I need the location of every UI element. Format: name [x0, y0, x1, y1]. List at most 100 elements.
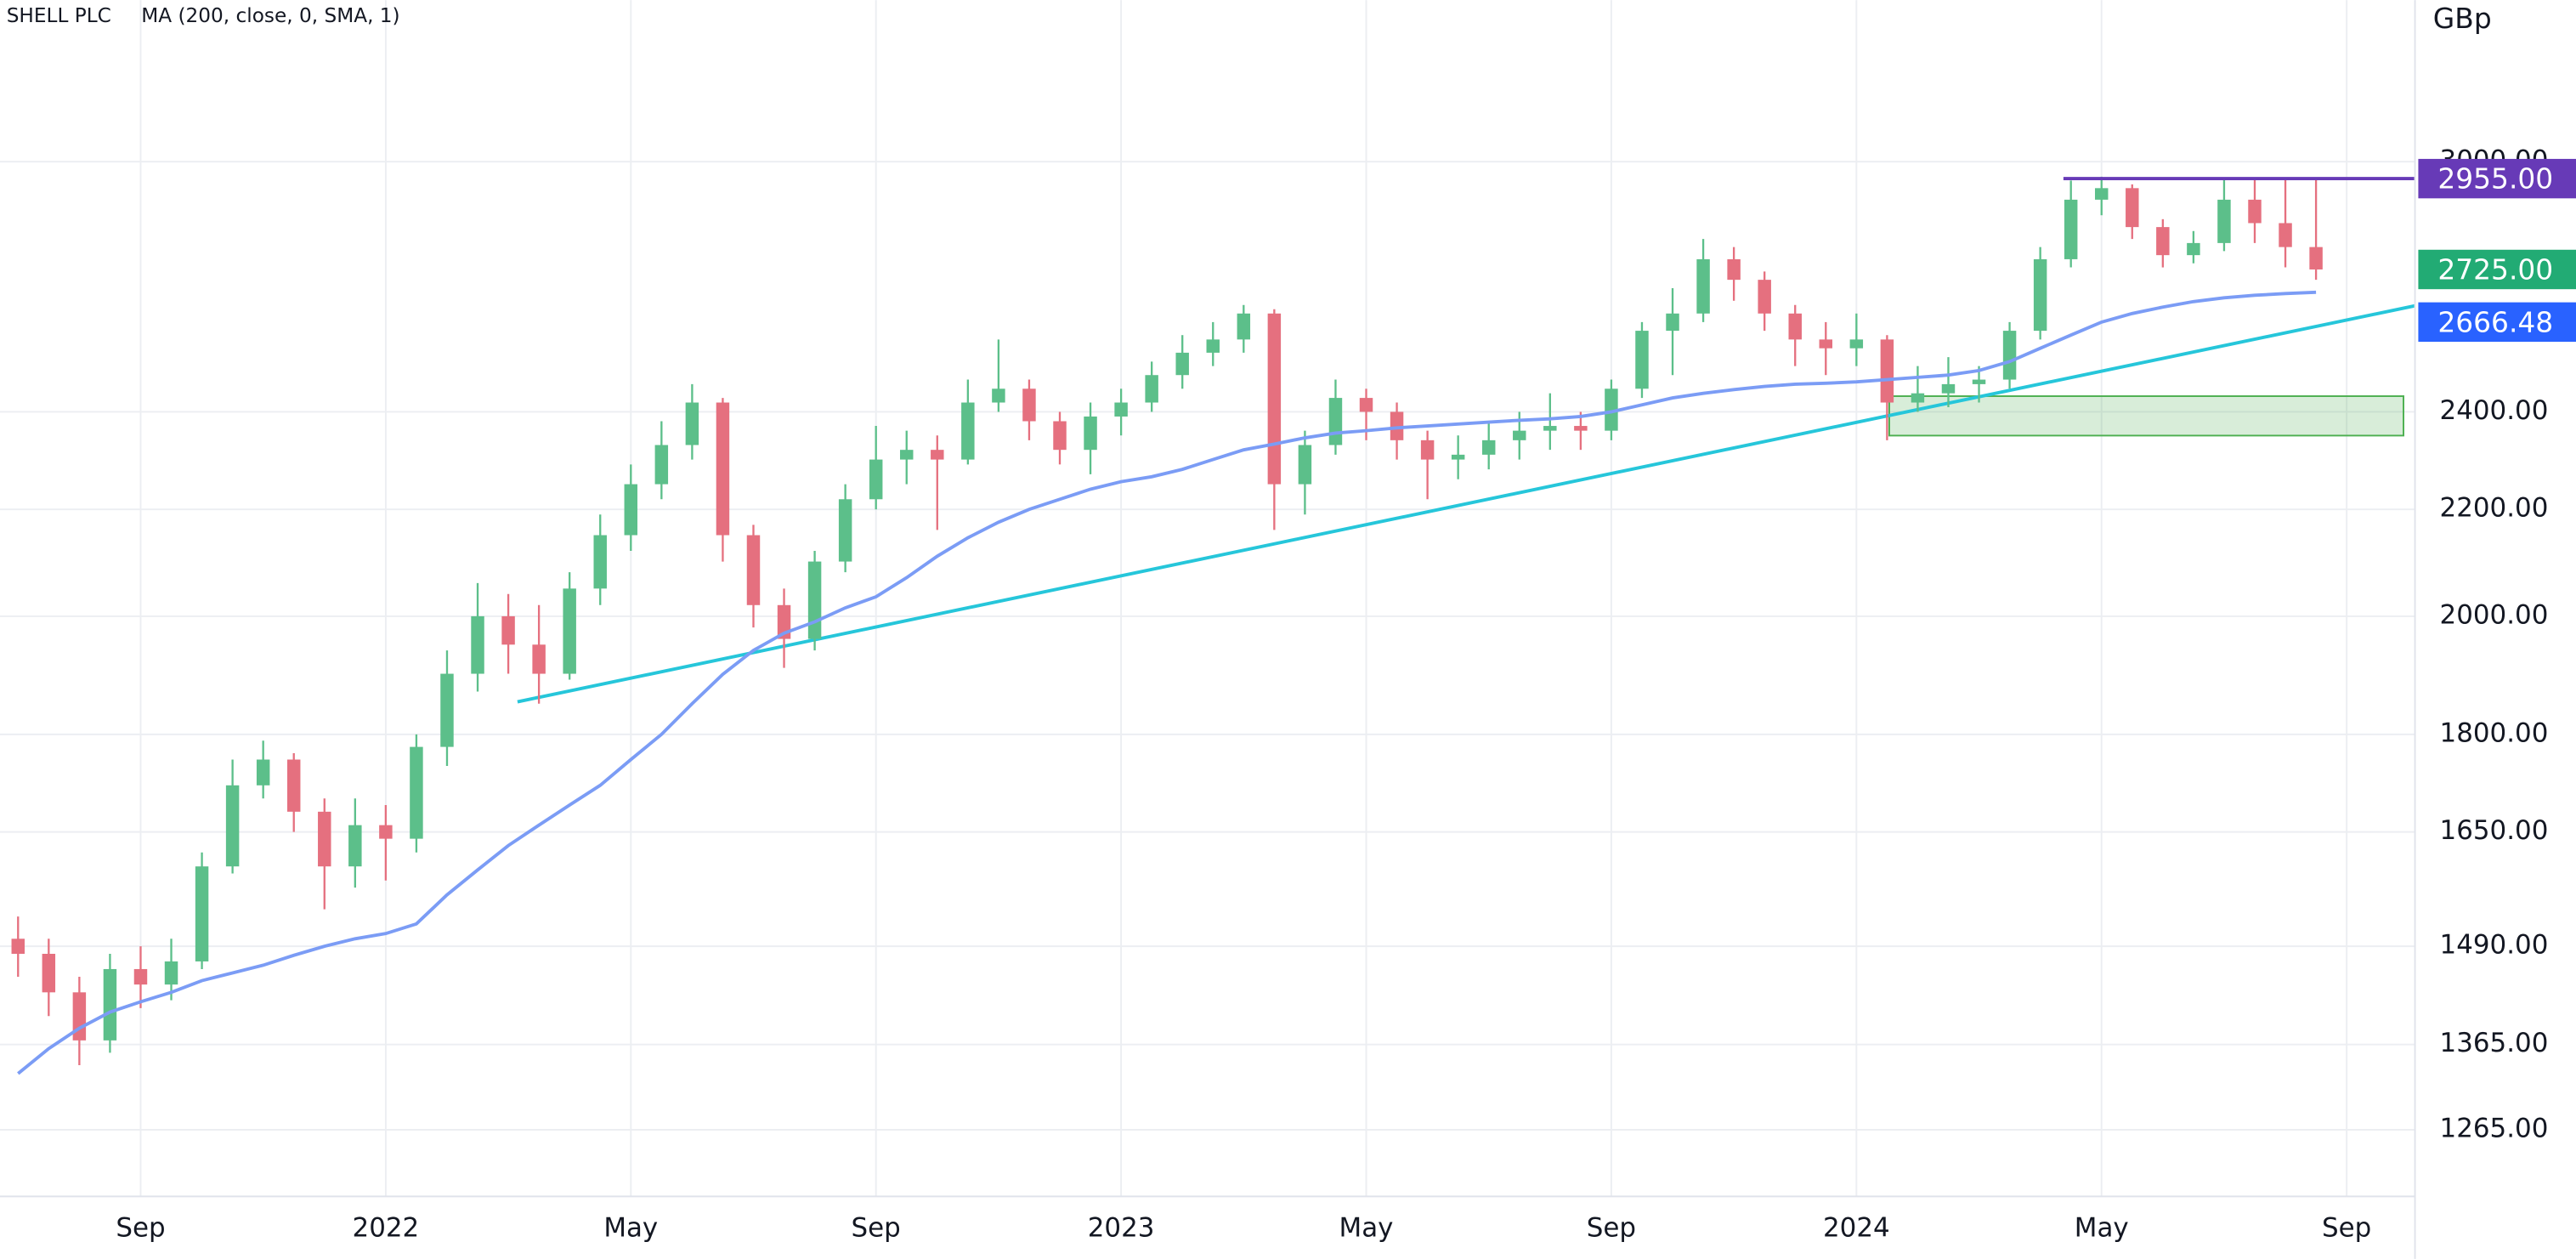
candle-body [807, 561, 822, 639]
candle-body [1696, 258, 1710, 314]
price-label-box [2418, 249, 2576, 290]
candle-body [2126, 188, 2139, 228]
candle-body [1267, 313, 1282, 485]
x-tick-label: Sep [1587, 1213, 1636, 1244]
x-tick-label: Sep [2322, 1213, 2371, 1244]
y-tick-label: 1490.00 [2440, 930, 2549, 961]
candle-body [1084, 416, 1097, 451]
unit-label: GBp [2433, 2, 2492, 35]
candle-body [1574, 426, 1588, 431]
y-tick-label: 2000.00 [2440, 599, 2549, 630]
candle-body [164, 961, 178, 985]
candle-body [2279, 223, 2292, 247]
candle-body [2217, 199, 2231, 243]
candle-body [1481, 440, 1496, 455]
y-tick-label: 1365.00 [2440, 1028, 2549, 1058]
candle-body [410, 746, 423, 839]
candle-body [838, 499, 852, 562]
y-tick-label: 2200.00 [2440, 493, 2549, 524]
x-tick-label: 2023 [1088, 1213, 1155, 1244]
candle-body [2002, 331, 2017, 380]
support-zone [1888, 395, 2404, 437]
candle-body [1635, 331, 1649, 389]
x-tick-label: Sep [116, 1213, 165, 1244]
candle-body [379, 825, 393, 839]
candle-body [42, 953, 56, 993]
y-tick-label: 2400.00 [2440, 395, 2549, 426]
candle-body [593, 535, 607, 589]
candle-body [1819, 339, 1833, 349]
x-tick-label: 2024 [1823, 1213, 1890, 1244]
price-label-box [2418, 302, 2576, 343]
candle-body [1513, 430, 1526, 440]
y-tick-label: 1800.00 [2440, 717, 2549, 748]
y-tick-label: 1265.00 [2440, 1114, 2549, 1144]
candle-body [501, 615, 515, 645]
candle-body [1359, 398, 1373, 412]
candle-body [654, 445, 669, 485]
candle-body [716, 402, 730, 536]
candle-body [1022, 388, 1036, 422]
candle-body [685, 402, 699, 445]
candle-body [256, 759, 270, 785]
candle-body [2095, 188, 2109, 200]
candle-body [1053, 421, 1067, 451]
x-tick-label: 2022 [353, 1213, 420, 1244]
price-label: 2666.48 [2437, 305, 2553, 338]
candle-body [1420, 440, 1435, 460]
marks [11, 176, 2415, 1075]
candle-body [1849, 339, 1864, 349]
x-tick-label: May [1339, 1213, 1394, 1244]
candle-body [471, 615, 484, 674]
x-tick-label: May [603, 1213, 658, 1244]
candle-body [103, 968, 117, 1041]
x-tick-label: May [2075, 1213, 2129, 1244]
candle-body [1666, 313, 1679, 332]
candle-body [746, 535, 761, 605]
candle-body [1298, 445, 1312, 485]
candle-body [195, 866, 209, 961]
candle-body [1206, 339, 1220, 353]
candle-body [2033, 258, 2047, 332]
candle-body [1175, 352, 1189, 376]
moving-average-line [17, 290, 2317, 1075]
candle-body [2156, 227, 2170, 256]
price-label-box [2418, 158, 2576, 199]
candle-body [532, 644, 546, 674]
candle-body [1145, 375, 1158, 403]
candle-body [563, 588, 576, 674]
candle-body [348, 825, 362, 867]
candle-body [931, 450, 944, 460]
price-label: 2725.00 [2437, 252, 2553, 286]
candle-body [133, 968, 148, 985]
candle-body [1543, 426, 1557, 431]
candle-body [869, 459, 883, 500]
candle-body [2064, 199, 2078, 259]
indicator-legend: MA (200, close, 0, SMA, 1) [141, 4, 399, 27]
candle-body [1758, 280, 1771, 314]
grid [0, 0, 2415, 1197]
candle-body [1972, 379, 1986, 384]
candle-body [2187, 242, 2200, 256]
candle-body [1911, 393, 1925, 403]
candle-body [1114, 402, 1128, 417]
candle-body [1328, 398, 1343, 445]
candle-body [1727, 258, 1741, 281]
candle-body [900, 450, 914, 460]
candle-body [72, 992, 87, 1041]
candle-body [1237, 313, 1251, 340]
candle-body [286, 759, 301, 812]
candle-body [1605, 388, 1618, 431]
candle-body [1451, 454, 1465, 460]
candle-body [440, 673, 454, 747]
candle-body [2309, 247, 2323, 269]
candle-body [961, 402, 975, 460]
candle-body [225, 785, 240, 867]
price-label: 2955.00 [2437, 162, 2553, 196]
trend-line [517, 303, 2415, 704]
candle-body [1390, 411, 1404, 440]
candle-body [1788, 313, 1802, 340]
symbol-title: SHELL PLC [7, 4, 111, 27]
